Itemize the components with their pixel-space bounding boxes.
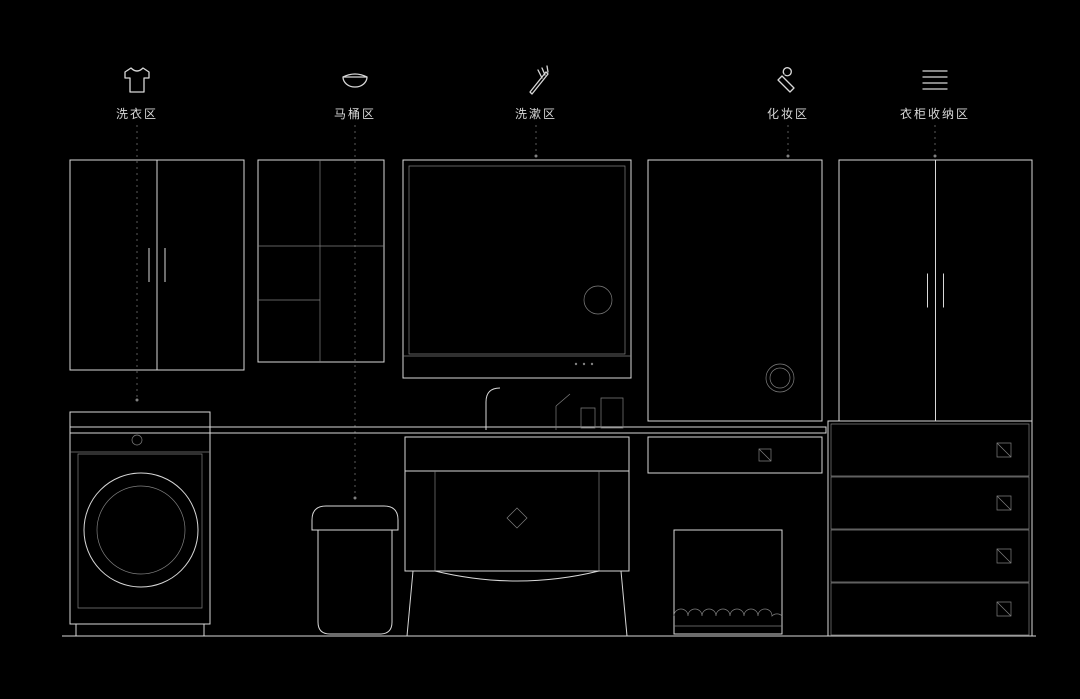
storage-label: 衣柜收纳区: [900, 106, 970, 121]
toilet: [312, 506, 398, 634]
toilet-label: 马桶区: [334, 106, 376, 121]
storage_upper: [839, 160, 1032, 421]
makeup-leader-dot: [787, 155, 790, 158]
stack-icon: [923, 71, 947, 89]
washer: [70, 412, 210, 636]
storage-drawers: [828, 421, 1032, 636]
makeup-label: 化妆区: [767, 107, 809, 121]
laundry-label: 洗衣区: [116, 106, 158, 121]
wash-label: 洗漱区: [515, 107, 557, 121]
laundry_upper: [70, 160, 244, 370]
toilet-leader-dot: [354, 497, 357, 500]
storage-leader-dot: [934, 155, 937, 158]
bathroom-elevation-diagram: 洗衣区 马桶区 洗漱区 化妆区 衣柜收纳区: [0, 0, 1080, 699]
vanity-cabinet: [405, 437, 629, 636]
tshirt-icon: [125, 68, 149, 92]
toilet-shelf: [258, 160, 384, 362]
countertop: [70, 427, 826, 433]
brush-icon: [530, 66, 548, 94]
lipstick-icon: [778, 68, 794, 92]
vanity-mirror: [403, 160, 631, 378]
faucet-icon: [486, 388, 570, 430]
makeup-drawer: [648, 437, 822, 473]
vanity-stool: [674, 530, 782, 634]
makeup-mirror: [648, 160, 822, 421]
wash-leader-dot: [535, 155, 538, 158]
laundry-leader-dot: [136, 399, 139, 402]
bowl-icon: [343, 74, 367, 87]
brand-logo-icon: [507, 508, 527, 528]
counter-items: [581, 398, 623, 428]
